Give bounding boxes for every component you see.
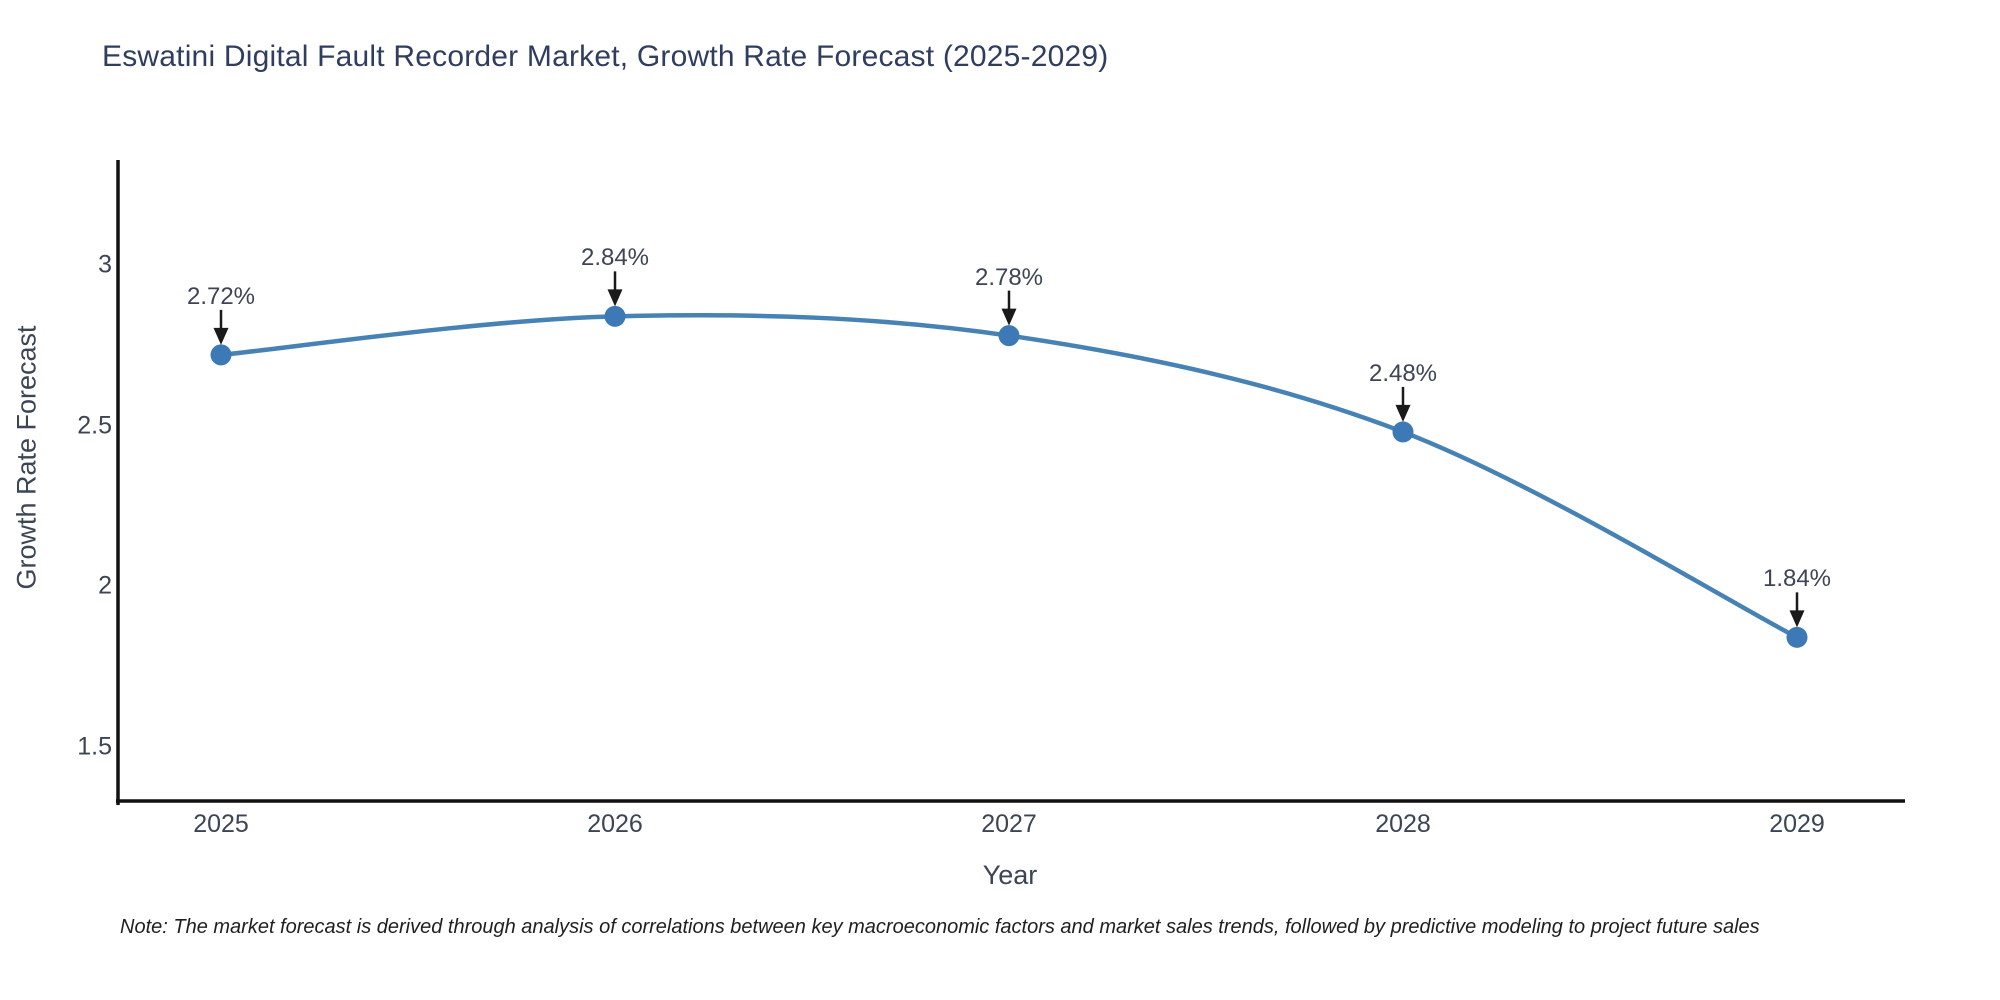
- x-axis-title: Year: [982, 860, 1038, 890]
- data-point-2028: [1392, 421, 1414, 443]
- x-tick-label-2025: 2025: [193, 810, 249, 838]
- annotation-arrowhead: [607, 289, 623, 307]
- annotation-arrowhead: [1001, 308, 1017, 326]
- x-tick-label-2026: 2026: [587, 810, 643, 838]
- annotation-arrowhead: [213, 327, 229, 345]
- data-point-2025: [210, 344, 232, 366]
- point-annotation-2027: 2.78%: [974, 263, 1044, 291]
- y-tick-label-2.5: 2.5: [77, 411, 112, 439]
- footnote: Note: The market forecast is derived thr…: [120, 916, 1760, 938]
- point-annotation-2029: 1.84%: [1762, 565, 1832, 593]
- annotation-arrowhead: [1789, 610, 1805, 628]
- y-tick-label-3: 3: [98, 250, 112, 279]
- x-tick-label-2027: 2027: [981, 810, 1037, 838]
- point-annotation-2026: 2.84%: [580, 244, 650, 272]
- point-annotation-2025: 2.72%: [186, 282, 256, 310]
- y-axis-title: Growth Rate Forecast: [11, 325, 42, 590]
- chart-title: Eswatini Digital Fault Recorder Market, …: [102, 40, 1109, 73]
- x-tick-label-2028: 2028: [1375, 810, 1431, 838]
- y-tick-label-2: 2: [98, 571, 112, 600]
- x-tick-label-2029: 2029: [1769, 810, 1825, 838]
- data-point-2029: [1786, 626, 1808, 648]
- point-annotation-2028: 2.48%: [1368, 359, 1438, 387]
- data-point-2027: [998, 325, 1020, 347]
- annotation-arrowhead: [1395, 404, 1411, 422]
- y-tick-label-1.5: 1.5: [77, 732, 112, 760]
- trend-line: [218, 313, 1800, 640]
- data-point-2026: [604, 305, 626, 327]
